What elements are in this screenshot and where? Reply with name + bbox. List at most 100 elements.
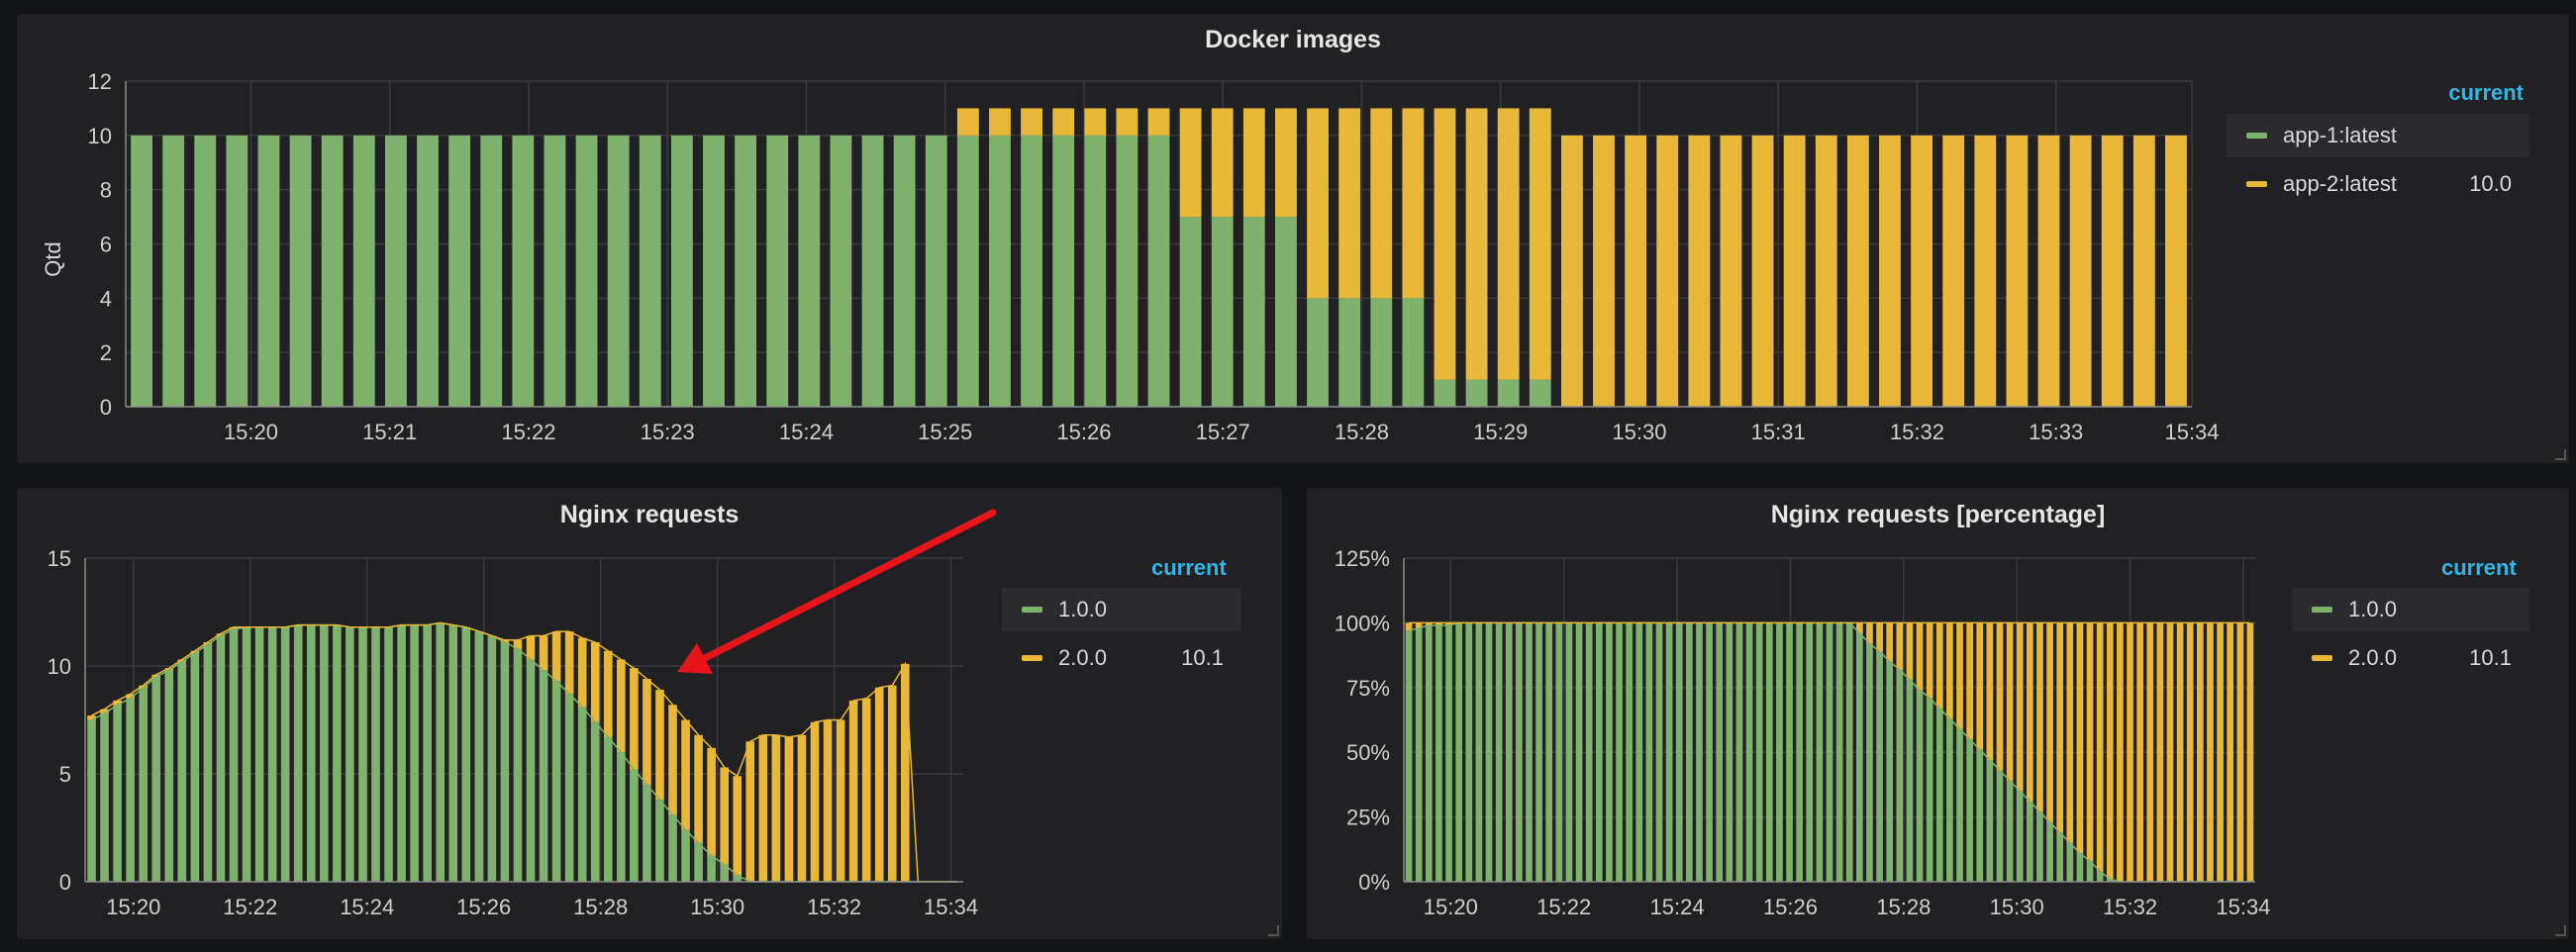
bar-2-0-0-63[interactable] <box>2036 622 2043 812</box>
bar-2-0-0-4[interactable] <box>1445 622 1452 626</box>
bar-app-1-latest-11[interactable] <box>480 135 503 407</box>
bar-2-0-0-32[interactable] <box>500 639 510 643</box>
bar-1-0-0-29[interactable] <box>461 626 471 882</box>
bar-app-1-latest-13[interactable] <box>544 135 566 407</box>
bar-1-0-0-27[interactable] <box>436 622 446 882</box>
bar-2-0-0-46[interactable] <box>1866 622 1873 644</box>
bar-1-0-0-11[interactable] <box>1516 622 1523 882</box>
bar-app-1-latest-38[interactable] <box>1338 298 1361 407</box>
bar-app-1-latest-12[interactable] <box>512 135 535 407</box>
bar-2-0-0-72[interactable] <box>2127 622 2133 882</box>
bar-2-0-0-2[interactable] <box>1425 622 1433 626</box>
bar-2-0-0-10[interactable] <box>216 633 226 636</box>
bar-2-0-0-42[interactable] <box>630 668 639 770</box>
bar-2-0-0-53[interactable] <box>771 734 781 882</box>
bar-1-0-0-34[interactable] <box>1745 622 1753 882</box>
bar-1-0-0-4[interactable] <box>1445 625 1452 882</box>
bar-2-0-0-52[interactable] <box>1926 622 1933 699</box>
bar-app-2-latest-52[interactable] <box>1783 135 1806 407</box>
bar-app-1-latest-18[interactable] <box>703 135 725 407</box>
bar-1-0-0-15[interactable] <box>1555 622 1563 882</box>
bar-1-0-0-53[interactable] <box>1935 708 1943 882</box>
bar-1-0-0-43[interactable] <box>1835 622 1843 882</box>
legend-item-1-0-0[interactable]: 1.0.0 <box>2292 588 2529 631</box>
legend-header[interactable]: current <box>2441 555 2517 580</box>
bar-1-0-0-6[interactable] <box>164 670 174 882</box>
bar-2-0-0-44[interactable] <box>655 689 664 801</box>
bar-1-0-0-14[interactable] <box>1545 622 1553 882</box>
bar-1-0-0-36[interactable] <box>1765 622 1773 882</box>
bar-1-0-0-58[interactable] <box>1986 760 1994 882</box>
bar-app-2-latest-39[interactable] <box>1370 108 1393 299</box>
bar-1-0-0-57[interactable] <box>1976 749 1984 882</box>
bar-1-0-0-29[interactable] <box>1696 622 1703 882</box>
bar-1-0-0-50[interactable] <box>733 875 743 882</box>
bar-2-0-0-36[interactable] <box>551 631 561 682</box>
bar-1-0-0-22[interactable] <box>371 626 380 882</box>
bar-1-0-0-3[interactable] <box>126 698 135 882</box>
bar-2-0-0-60[interactable] <box>2006 622 2014 781</box>
bar-2-0-0-54[interactable] <box>1946 622 1953 719</box>
bar-app-1-latest-25[interactable] <box>925 135 947 407</box>
bar-app-1-latest-8[interactable] <box>384 135 407 407</box>
bar-2-0-0-1[interactable] <box>100 709 109 714</box>
bar-2-0-0-57[interactable] <box>823 719 833 883</box>
resize-handle-icon[interactable] <box>2555 449 2566 460</box>
bar-2-0-0-47[interactable] <box>694 734 703 843</box>
bar-app-2-latest-27[interactable] <box>989 108 1011 136</box>
bar-1-0-0-14[interactable] <box>267 626 277 882</box>
bar-app-1-latest-33[interactable] <box>1179 217 1202 407</box>
bar-1-0-0-26[interactable] <box>423 624 432 882</box>
bar-1-0-0-68[interactable] <box>2086 861 2094 882</box>
bar-1-0-0-40[interactable] <box>603 736 613 882</box>
bar-2-0-0-73[interactable] <box>2136 622 2143 882</box>
bar-1-0-0-16[interactable] <box>1565 622 1573 882</box>
bar-2-0-0-43[interactable] <box>643 679 651 785</box>
bar-app-2-latest-55[interactable] <box>1879 135 1901 407</box>
bar-1-0-0-49[interactable] <box>720 864 729 882</box>
bar-1-0-0-18[interactable] <box>320 624 329 882</box>
bar-app-1-latest-22[interactable] <box>830 135 852 407</box>
bar-1-0-0-35[interactable] <box>539 670 548 882</box>
bar-2-0-0-70[interactable] <box>2106 622 2114 880</box>
bar-2-0-0-67[interactable] <box>2076 622 2084 854</box>
bar-app-2-latest-43[interactable] <box>1497 108 1520 380</box>
bar-app-1-latest-15[interactable] <box>607 135 630 407</box>
bar-1-0-0-10[interactable] <box>1505 622 1513 882</box>
bar-2-0-0-56[interactable] <box>1966 622 1973 740</box>
bar-2-0-0-62[interactable] <box>2027 622 2033 802</box>
bar-1-0-0-47[interactable] <box>1876 651 1883 882</box>
bar-1-0-0-59[interactable] <box>1996 770 2004 882</box>
bar-app-2-latest-63[interactable] <box>2132 135 2155 407</box>
bar-2-0-0-61[interactable] <box>2016 622 2024 792</box>
bar-2-0-0-48[interactable] <box>707 747 716 856</box>
bar-2-0-0-82[interactable] <box>2227 622 2234 882</box>
bar-app-2-latest-33[interactable] <box>1179 108 1202 218</box>
bar-2-0-0-40[interactable] <box>603 650 613 737</box>
bar-2-0-0-33[interactable] <box>513 639 523 649</box>
bar-1-0-0-10[interactable] <box>216 635 226 882</box>
bar-1-0-0-15[interactable] <box>280 626 290 882</box>
bar-2-0-0-64[interactable] <box>2046 622 2053 822</box>
bar-1-0-0-33[interactable] <box>1735 622 1743 882</box>
bar-1-0-0-7[interactable] <box>1475 622 1483 882</box>
bar-1-0-0-32[interactable] <box>500 642 510 882</box>
bar-app-1-latest-3[interactable] <box>226 135 248 407</box>
bar-app-2-latest-48[interactable] <box>1656 135 1679 407</box>
bar-1-0-0-39[interactable] <box>590 721 600 882</box>
bar-2-0-0-56[interactable] <box>810 721 820 882</box>
bar-app-2-latest-46[interactable] <box>1593 135 1615 407</box>
bar-1-0-0-64[interactable] <box>2046 821 2053 882</box>
bar-1-0-0-51[interactable] <box>1916 690 1924 882</box>
bar-app-1-latest-10[interactable] <box>448 135 471 407</box>
bar-app-1-latest-5[interactable] <box>289 135 312 407</box>
bar-app-2-latest-56[interactable] <box>1911 135 1933 407</box>
bar-2-0-0-50[interactable] <box>1906 622 1914 680</box>
bar-2-0-0-80[interactable] <box>2207 622 2214 882</box>
bar-1-0-0-44[interactable] <box>655 800 664 882</box>
bar-1-0-0-17[interactable] <box>1575 622 1583 882</box>
bar-app-1-latest-2[interactable] <box>194 135 217 407</box>
bar-1-0-0-55[interactable] <box>1956 728 1963 882</box>
bar-2-0-0-68[interactable] <box>2086 622 2094 862</box>
bar-app-1-latest-23[interactable] <box>861 135 884 407</box>
